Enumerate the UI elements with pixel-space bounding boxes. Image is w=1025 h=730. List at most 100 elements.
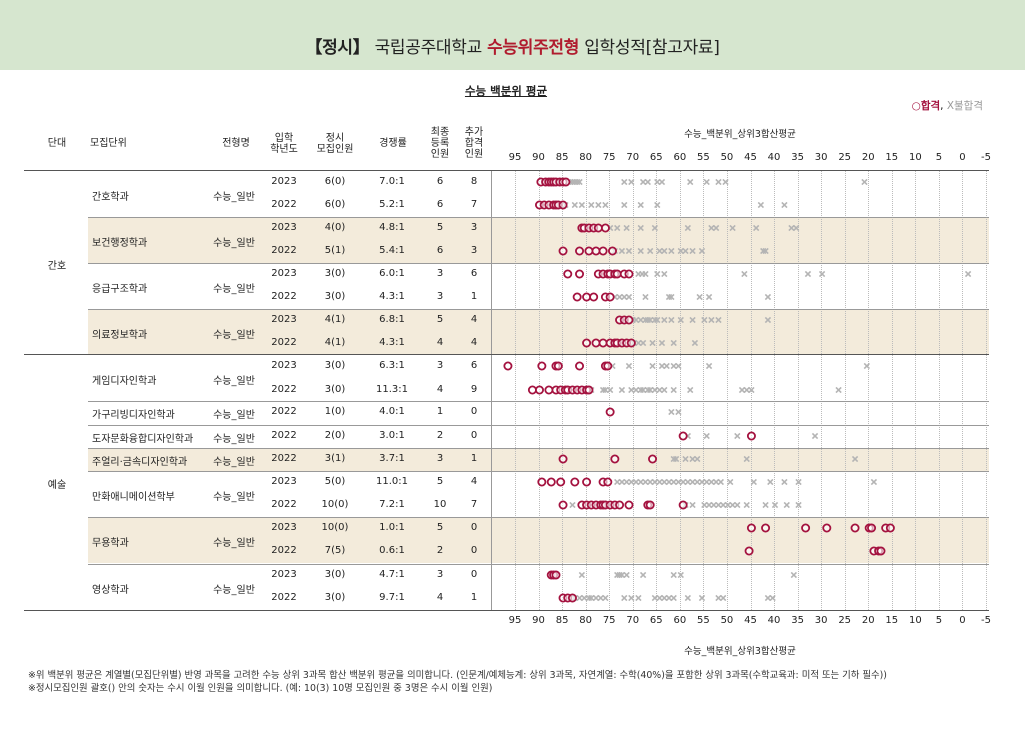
fail-point [769, 594, 776, 602]
col-header-quota-line1: 정시 [325, 133, 345, 144]
fail-point [677, 247, 684, 255]
pass-point [537, 361, 547, 371]
fail-point [703, 432, 710, 440]
col-header-final-line1: 최종 [430, 127, 450, 138]
fail-point [712, 478, 720, 486]
group-label: 예술 [47, 480, 67, 491]
fail-point [757, 201, 765, 209]
pass-point [570, 477, 580, 487]
cell-year: 2023 [271, 314, 297, 325]
fail-point [762, 247, 769, 255]
pass-point [584, 385, 594, 395]
fail-point [625, 293, 633, 301]
pass-point [591, 246, 601, 256]
cell-quota: 5(0) [324, 476, 346, 487]
unit-name: 간호학과 [92, 191, 129, 203]
pass-point [553, 361, 563, 371]
cell-extra: 7 [470, 199, 478, 210]
fail-point [717, 478, 724, 486]
fail-point [661, 386, 668, 394]
unit-type: 수능_일반 [213, 283, 255, 295]
x-tick-label-bottom: 70 [626, 615, 640, 626]
fail-point [670, 386, 677, 394]
fail-point [581, 594, 588, 602]
x-tick-label-top: 5 [935, 152, 943, 163]
unit-type: 수능_일반 [213, 537, 255, 549]
fail-point [654, 316, 661, 324]
pass-point [761, 523, 771, 533]
x-tick-label-bottom: 90 [532, 615, 545, 626]
cell-extra: 3 [470, 245, 478, 256]
unit-name: 게임디자인학과 [92, 376, 157, 387]
fail-point [743, 501, 750, 509]
fail-point [694, 478, 701, 486]
fail-point [703, 478, 710, 486]
fail-point [679, 478, 687, 486]
fail-point [708, 316, 715, 324]
pass-point [556, 477, 566, 487]
unit-type: 수능_일반 [213, 329, 255, 341]
fail-point [651, 386, 659, 394]
pass-point [575, 269, 585, 279]
fail-point [647, 247, 654, 255]
fail-point [639, 339, 647, 347]
fail-point [743, 455, 750, 463]
fail-point [632, 386, 640, 394]
legend-fail: X불합격 [943, 100, 983, 112]
unit-name: 의료정보학과 [92, 329, 148, 341]
cell-extra: 0 [470, 569, 478, 580]
cell-final: 3 [436, 569, 444, 580]
fail-point [715, 594, 722, 602]
cell-ratio: 0.6:1 [379, 545, 405, 556]
cell-extra: 3 [470, 222, 478, 233]
fail-point [623, 571, 630, 579]
fail-point [748, 386, 755, 394]
x-tick-label-bottom: 40 [767, 615, 781, 626]
fail-point [658, 362, 666, 370]
cell-ratio: 4.0:1 [379, 406, 405, 417]
fail-point [654, 201, 661, 209]
fail-point [835, 386, 842, 394]
fail-point [661, 594, 668, 602]
cell-quota: 3(0) [324, 291, 346, 302]
fail-point [687, 386, 694, 394]
fail-point [696, 293, 703, 301]
cell-quota: 4(0) [324, 222, 346, 233]
cell-year: 2022 [271, 384, 297, 395]
fail-point [656, 594, 663, 602]
pass-point [544, 385, 554, 395]
fail-point [637, 316, 644, 324]
grid-line [797, 171, 799, 610]
x-tick-label-top: 65 [649, 152, 663, 163]
pass-point [801, 523, 811, 533]
unit-name: 도자문화융합디자인학과 [92, 434, 194, 445]
fail-point [694, 455, 701, 463]
x-tick-label-bottom: 65 [649, 615, 663, 626]
fail-point [576, 178, 583, 186]
fail-point [618, 571, 626, 579]
fail-point [595, 201, 602, 209]
unit-divider-line [88, 308, 989, 310]
pass-point [558, 246, 568, 256]
cell-final: 5 [436, 314, 444, 325]
pass-point [678, 431, 688, 441]
pass-point [561, 177, 571, 187]
fail-point [722, 178, 729, 186]
cell-year: 2022 [271, 406, 297, 417]
unit-type: 수능_일반 [213, 410, 255, 421]
cell-quota: 3(0) [324, 569, 346, 580]
col-header-year-line1: 입학 [274, 133, 294, 144]
fail-point [647, 316, 654, 324]
unit-type: 수능_일반 [213, 491, 255, 503]
x-tick-label-bottom: 80 [579, 615, 592, 626]
fail-point [642, 293, 649, 301]
x-axis-title-bottom: 수능_백분위_상위3합산평균 [684, 646, 796, 657]
unit-divider-line [88, 262, 989, 264]
cell-final: 6 [436, 176, 444, 187]
cell-year: 2023 [271, 522, 297, 533]
cell-year: 2022 [271, 337, 297, 348]
pass-point [607, 246, 617, 256]
fail-point [738, 386, 746, 394]
x-tick-label-bottom: 15 [885, 615, 899, 626]
cell-final: 2 [436, 545, 444, 556]
